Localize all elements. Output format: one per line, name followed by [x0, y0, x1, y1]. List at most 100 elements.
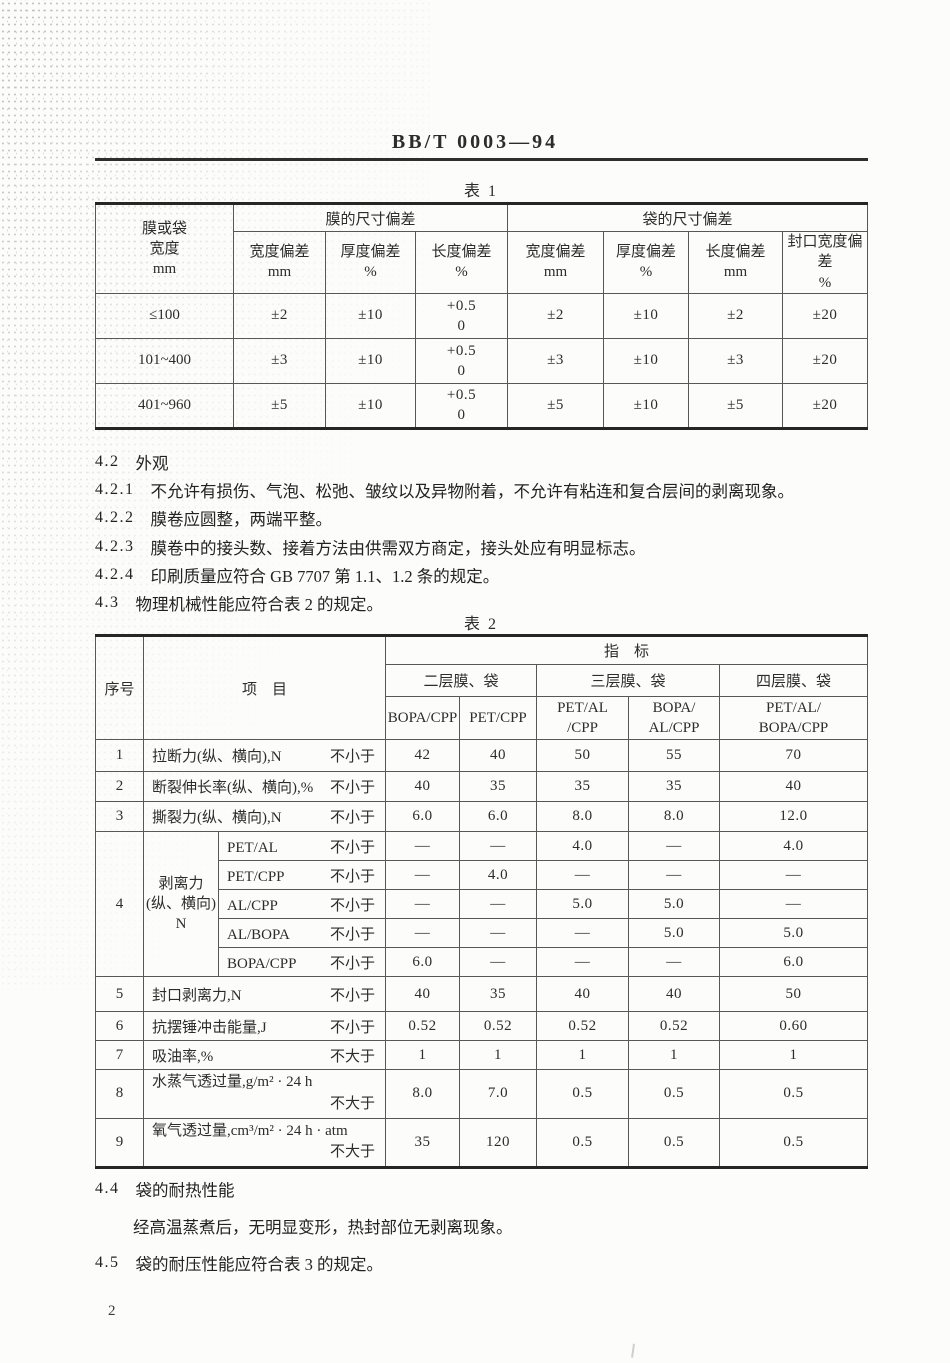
- table2-value-cell: 0.5: [719, 1069, 869, 1119]
- table2-caption: 表 2: [463, 616, 498, 633]
- table2-value-cell: 35: [459, 976, 538, 1012]
- table1-cell: +0.5 0: [414, 337, 509, 384]
- table1-header-row-groups: 膜或袋 宽度 mm 膜的尺寸偏差 袋的尺寸偏差: [95, 203, 869, 294]
- table2-value-cell: 55: [628, 739, 721, 772]
- table2-group-label-cell: 剥离力 (纵、横向) N: [143, 831, 219, 977]
- table1-cell: ±20: [782, 292, 869, 339]
- table2-group-header: 四层膜、袋: [719, 664, 869, 697]
- section-number: 4.2: [95, 453, 120, 471]
- table1-cell: ±3: [233, 337, 326, 384]
- table2-value-cell: 0.52: [385, 1011, 461, 1041]
- table1-width-cell: 101~400: [95, 337, 234, 384]
- table1-subheader: 厚度偏差 %: [325, 231, 416, 294]
- section-line: 4.2 外观: [95, 448, 873, 476]
- table2-value-cell: 12.0: [719, 801, 869, 832]
- table2-value-cell: 8.0: [385, 1069, 461, 1119]
- table2-value-cell: 40: [536, 976, 630, 1012]
- table2-material-header: BOPA/ AL/CPP: [628, 696, 721, 740]
- table2-value-cell: —: [628, 947, 721, 977]
- table2-value-cell: —: [536, 947, 630, 977]
- table2-value-cell: 6.0: [459, 801, 538, 832]
- table1-width-cell: 401~960: [95, 382, 234, 429]
- table2-value-cell: 40: [628, 976, 721, 1012]
- table2-value-cell: 8.0: [536, 801, 630, 832]
- table2-indicator-header: 指 标: [385, 635, 869, 665]
- table2-value-cell: —: [536, 860, 630, 890]
- table2-value-cell: —: [459, 889, 538, 919]
- item-label: 封口剥离力,N: [152, 987, 242, 1004]
- table1-row: ≤100 ±2 ±10 +0.5 0 ±2 ±10 ±2 ±20: [95, 292, 869, 339]
- section-text: 不允许有损伤、气泡、松弛、皱纹以及异物附着，不允许有粘连和复合层间的剥离现象。: [150, 482, 795, 502]
- table2-item-cell: BOPA/CPP 不小于: [217, 947, 387, 977]
- table2: 序号 项 目 指 标 二层膜、袋 三层膜、袋 四层膜、袋 BOPA/CPP PE…: [95, 634, 869, 1169]
- table2-item-cell: 抗摆锤冲击能量,J 不小于: [142, 1011, 387, 1041]
- item-label: 抗摆锤冲击能量,J: [152, 1019, 267, 1036]
- table2-seq-cell: 2: [95, 771, 144, 802]
- table1-caption: 表 1: [463, 183, 498, 200]
- section-text: 袋的耐热性能: [135, 1180, 235, 1200]
- table1-cell: ±10: [603, 292, 690, 339]
- table2-item-cell: 断裂伸长率(纵、横向),% 不小于: [142, 771, 387, 802]
- table2-material-header: PET/CPP: [459, 696, 538, 740]
- table2-value-cell: —: [459, 947, 538, 977]
- section-line: 4.5 袋的耐压性能应符合表 3 的规定。: [95, 1244, 873, 1281]
- scan-artifact: [631, 1343, 639, 1359]
- table1-subheader: 长度偏差 %: [414, 231, 509, 294]
- table1-cell: ±10: [325, 382, 416, 429]
- table1-cell: ±5: [507, 382, 605, 429]
- table2-value-cell: —: [628, 831, 721, 861]
- table2-value-cell: —: [385, 831, 461, 861]
- table2-value-cell: —: [385, 918, 461, 948]
- item-label: 水蒸气透过量,g/m² · 24 h: [152, 1074, 313, 1090]
- table2-value-cell: —: [719, 889, 869, 919]
- table2-seq-cell: 8: [95, 1069, 144, 1119]
- table1-cell: ±2: [233, 292, 326, 339]
- table2-value-cell: 35: [385, 1117, 461, 1168]
- section-number: 4.4: [95, 1179, 120, 1197]
- table2-value-cell: 4.0: [536, 831, 630, 861]
- item-label: 撕裂力(纵、横向),N: [152, 810, 282, 826]
- section-block-4-4: 4.4 袋的耐热性能 经高温蒸煮后，无明显变形，热封部位无剥离现象。 4.5 袋…: [95, 1170, 873, 1281]
- table2-value-cell: 5.0: [628, 918, 721, 948]
- table2-item-cell: AL/CPP 不小于: [217, 889, 387, 919]
- item-qualifier: 不大于: [330, 1095, 376, 1112]
- section-number: 4.2.1: [95, 481, 135, 499]
- table1-subheader: 封口宽度偏差 %: [782, 231, 869, 294]
- table1-cell: ±3: [688, 337, 784, 384]
- section-text: 袋的耐压性能应符合表 3 的规定。: [135, 1254, 384, 1274]
- table2-item-cell: 拉断力(纵、横向),N 不小于: [142, 739, 387, 772]
- table2-value-cell: 6.0: [719, 947, 869, 977]
- section-text: 膜卷应圆整，两端平整。: [150, 510, 333, 530]
- item-qualifier: 不小于: [330, 749, 376, 765]
- item-qualifier: 不大于: [330, 1144, 376, 1161]
- table2-value-cell: 0.52: [536, 1011, 630, 1041]
- table1-cell: ±2: [688, 292, 784, 339]
- table2-seq-cell: 3: [95, 801, 144, 832]
- table2-value-cell: 50: [536, 739, 630, 772]
- table2-seq-cell: 5: [95, 976, 144, 1012]
- table2-seq-cell: 9: [95, 1117, 144, 1168]
- header-rule: [95, 158, 868, 161]
- table1-subheader: 厚度偏差 %: [603, 231, 690, 294]
- table2-value-cell: 50: [719, 976, 869, 1012]
- section-number: 4.2.2: [95, 509, 135, 527]
- table1-cell: ±5: [688, 382, 784, 429]
- item-qualifier: 不小于: [330, 839, 376, 856]
- table1-cell: ±10: [325, 337, 416, 384]
- table2-header-row-groups: 二层膜、袋 三层膜、袋 四层膜、袋: [96, 664, 869, 697]
- table1-cell: ±10: [325, 292, 416, 339]
- table2-item-header: 项 目: [142, 635, 387, 740]
- table2-row: 7 吸油率,% 不大于 1 1 1 1 1: [95, 1040, 869, 1070]
- table2-value-cell: 42: [385, 739, 461, 772]
- table1-subheader: 宽度偏差 mm: [507, 231, 605, 294]
- table2-value-cell: 40: [719, 771, 869, 802]
- table2-value-cell: 120: [459, 1117, 538, 1168]
- table1-width-col-header: 膜或袋 宽度 mm: [95, 203, 234, 294]
- table2-row: 6 抗摆锤冲击能量,J 不小于 0.52 0.52 0.52 0.52 0.60: [95, 1011, 869, 1041]
- table2-value-cell: 35: [628, 771, 721, 802]
- table2-value-cell: 0.5: [536, 1117, 630, 1168]
- table2-value-cell: 70: [719, 739, 869, 772]
- table2-value-cell: 1: [459, 1040, 538, 1070]
- table2-value-cell: 1: [719, 1040, 869, 1070]
